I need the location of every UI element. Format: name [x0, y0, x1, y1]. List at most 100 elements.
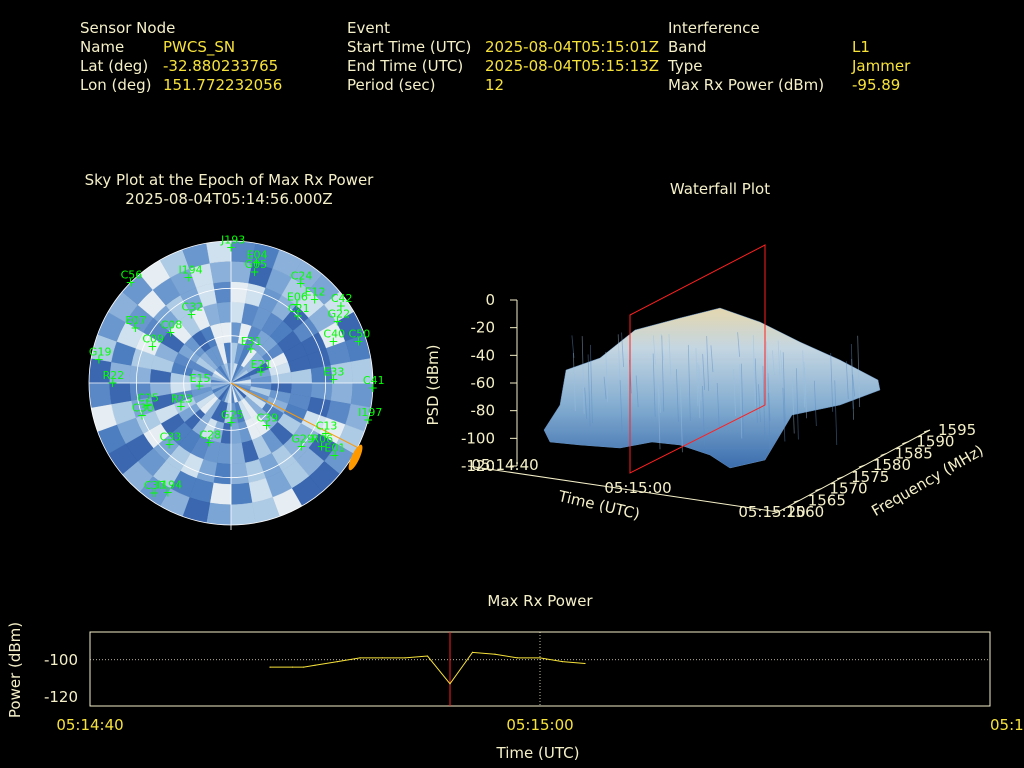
skyplot: +J193+G05+I194+C56+E04+C24+E12+E06+C21 +C…: [88, 233, 385, 530]
freq-tick: [902, 441, 909, 445]
satellite-label: E15: [190, 372, 211, 385]
surface-strand: [791, 377, 795, 434]
freq-tick: [771, 511, 779, 515]
satellite-marker: +: [293, 309, 303, 323]
psd-tick-label: -120: [461, 457, 495, 475]
satellite: +E12: [305, 285, 326, 306]
surface-strand: [697, 362, 701, 419]
sky-cell: [230, 482, 253, 505]
surface-strand: [589, 344, 593, 424]
surface-strand: [852, 374, 855, 397]
satellite: +E31: [241, 335, 262, 356]
satellite-label: R23: [171, 392, 193, 405]
sensor-lat-value: -32.880233765: [163, 57, 279, 75]
satellite: +C40: [323, 328, 345, 349]
satellite-label: E21: [251, 358, 272, 371]
satellite-label: J193: [220, 233, 245, 246]
satellite-marker: +: [296, 276, 306, 290]
surface-strand: [782, 352, 786, 423]
satellite: +C24: [291, 269, 313, 290]
event-title: Event: [347, 19, 390, 37]
surface-strand: [766, 341, 769, 394]
interference-type-label: Type: [668, 57, 703, 75]
psd-axis-label: PSD (dBm): [424, 344, 442, 425]
surface-strand: [702, 385, 705, 445]
satellite: +E06: [287, 290, 308, 311]
satellite-marker: +: [250, 265, 260, 279]
power-point: [269, 666, 271, 668]
satellite-marker: +: [368, 381, 378, 395]
skyplot-satellites: +J193+G05+I194+C56+E04+C24+E12+E06+C21 +C…: [89, 233, 385, 500]
satellite-marker: +: [328, 335, 338, 349]
freq-tick-label: 1575: [851, 468, 889, 486]
satellite-marker: +: [292, 297, 302, 311]
satellite-label: G22: [328, 307, 351, 320]
power-point: [561, 661, 564, 663]
freq-tick: [858, 464, 866, 468]
power-point: [426, 655, 429, 657]
power-point: [449, 683, 451, 685]
satellite: +C56: [121, 269, 143, 290]
satellite-label: I194: [158, 478, 182, 491]
interference-band-value: L1: [852, 38, 870, 56]
surface-strand: [758, 384, 761, 423]
freq-tick-label: 1560: [786, 503, 824, 521]
surface-strand: [857, 335, 861, 408]
freq-tick: [880, 452, 887, 456]
satellite-marker: +: [94, 353, 104, 367]
surface-strand: [813, 380, 817, 426]
satellite-marker: +: [204, 435, 214, 449]
psd-tick-label: -20: [471, 319, 496, 337]
sky-cell: [209, 261, 232, 284]
surface-strand: [716, 382, 720, 428]
satellite: +E33: [323, 365, 344, 386]
surface-strand: [652, 335, 656, 365]
surface-strand: [687, 344, 691, 421]
satellite-marker: +: [252, 256, 262, 270]
satellite-label: E31: [241, 335, 262, 348]
surface-strand: [850, 344, 854, 409]
satellite: +E07: [125, 314, 146, 335]
surface-strand: [652, 353, 656, 417]
power-labels: -100 -120 05:14:40 05:15:00 05:15:20 Time (UT…: [6, 622, 1024, 762]
interference-title: Interference: [668, 19, 760, 37]
satellite-marker: +: [246, 342, 256, 356]
surface-strand: [752, 335, 756, 407]
power-x-tick: 05:14:40: [56, 716, 123, 734]
psd-tick-label: 0: [485, 291, 495, 309]
freq-tick-label: 1565: [808, 491, 846, 509]
satellite: +G19: [89, 346, 112, 367]
sensor-node-title: Sensor Node: [80, 19, 176, 37]
psd-tick-label: -60: [471, 374, 496, 392]
satellite: +C32: [182, 301, 204, 322]
power-point: [494, 653, 496, 655]
satellite-label: E33: [323, 365, 344, 378]
satellite-marker: +: [296, 439, 306, 453]
surface-strand: [795, 368, 799, 440]
surface-strand: [771, 350, 775, 376]
satellite-marker: +: [226, 415, 236, 429]
freq-tick: [815, 488, 822, 492]
satellite: +C39: [256, 411, 278, 432]
waterfall-surface: [543, 307, 881, 469]
surface-strand: [706, 336, 710, 392]
power-point: [303, 666, 305, 668]
surface-strand: [571, 335, 575, 358]
surface-strand: [679, 382, 683, 453]
satellite-marker: +: [108, 376, 118, 390]
satellite-label: C33: [160, 430, 182, 443]
power-point: [471, 651, 474, 653]
satellite: +C33: [160, 430, 182, 451]
power-point: [516, 657, 519, 659]
interference-direction-line: [230, 382, 358, 448]
surface-strand: [581, 336, 585, 415]
frequency-axis: [777, 429, 931, 513]
interference-power-label: Max Rx Power (dBm): [668, 76, 825, 94]
power-frame: [89, 631, 991, 707]
waterfall-time-marker: [629, 244, 766, 474]
surface-strand: [603, 376, 607, 400]
satellite-label: C39: [256, 411, 278, 424]
satellite-marker: +: [226, 240, 236, 254]
sensor-name-label: Name: [80, 38, 125, 56]
satellite: +R23: [171, 392, 193, 413]
